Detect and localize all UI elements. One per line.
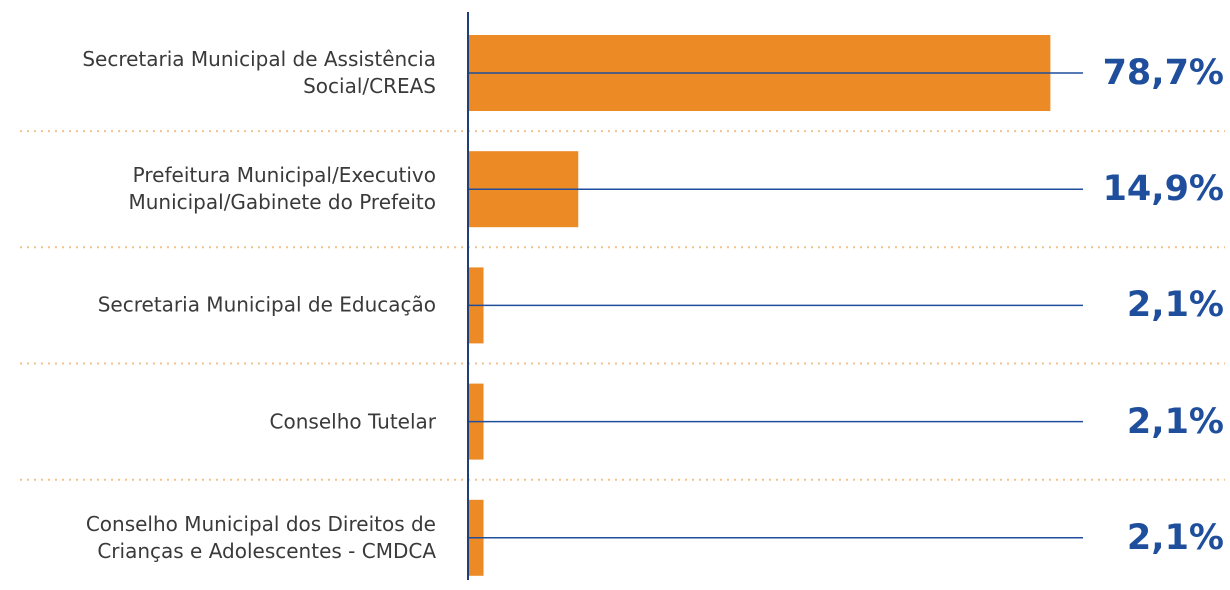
value-label: 2,1% [1126, 517, 1224, 558]
category-label: Conselho Tutelar [269, 409, 436, 434]
category-label: Conselho Municipal dos Direitos de Crian… [85, 511, 436, 563]
value-label: 78,7% [1102, 53, 1224, 93]
value-label: 2,1% [1126, 401, 1224, 442]
value-label: 14,9% [1102, 169, 1224, 210]
category-label: Secretaria Municipal de Assistência Soci… [82, 47, 436, 98]
value-label: 2,1% [1126, 285, 1224, 326]
category-label: Secretaria Municipal de Educação [97, 292, 436, 317]
category-label: Prefeitura Municipal/Executivo Municipal… [128, 163, 436, 215]
